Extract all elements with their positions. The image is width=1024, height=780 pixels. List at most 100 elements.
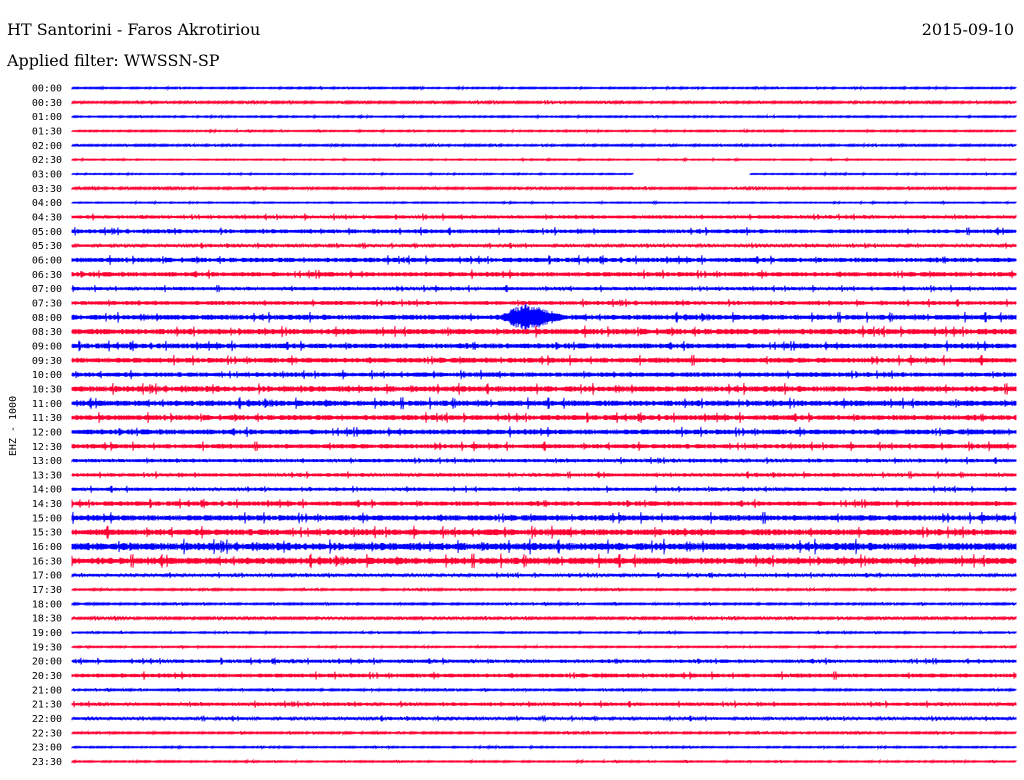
station-title: HT Santorini - Faros Akrotiriou bbox=[7, 20, 261, 39]
time-label: 05:30 bbox=[32, 241, 62, 252]
trace-line bbox=[71, 213, 1017, 221]
trace-line bbox=[71, 498, 1017, 509]
trace-line bbox=[71, 325, 1017, 338]
trace-line bbox=[71, 485, 1017, 493]
time-label: 10:00 bbox=[32, 370, 62, 381]
trace-line bbox=[71, 127, 1017, 135]
trace-line bbox=[71, 185, 1017, 192]
time-label: 00:30 bbox=[32, 98, 62, 109]
trace-line bbox=[71, 729, 1017, 737]
trace-line bbox=[71, 199, 1017, 206]
trace-line bbox=[71, 382, 1017, 396]
trace-line bbox=[71, 471, 1017, 479]
time-label: 07:30 bbox=[32, 298, 62, 309]
trace-line bbox=[71, 758, 1017, 765]
time-label: 15:30 bbox=[32, 528, 62, 539]
trace-line bbox=[71, 303, 1017, 332]
time-label: 11:30 bbox=[32, 413, 62, 424]
trace-lines bbox=[71, 84, 1017, 765]
time-label: 18:00 bbox=[32, 599, 62, 610]
time-label: 02:30 bbox=[32, 155, 62, 166]
trace-line bbox=[71, 171, 1017, 177]
time-label: 01:00 bbox=[32, 112, 62, 123]
trace-line bbox=[71, 700, 1017, 708]
time-label: 10:30 bbox=[32, 384, 62, 395]
time-label: 13:30 bbox=[32, 470, 62, 481]
trace-line bbox=[71, 586, 1017, 593]
trace-line bbox=[71, 671, 1017, 680]
trace-line bbox=[71, 629, 1017, 636]
trace-line bbox=[71, 269, 1017, 280]
time-label: 18:30 bbox=[32, 614, 62, 625]
trace-line bbox=[71, 142, 1017, 149]
trace-line bbox=[71, 99, 1017, 106]
trace-line bbox=[71, 426, 1017, 438]
trace-line bbox=[71, 113, 1017, 120]
time-label: 23:00 bbox=[32, 743, 62, 754]
trace-line bbox=[71, 525, 1017, 539]
time-label: 03:30 bbox=[32, 184, 62, 195]
trace-line bbox=[71, 657, 1017, 665]
time-label: 20:00 bbox=[32, 657, 62, 668]
trace-line bbox=[71, 298, 1017, 308]
time-label: 01:30 bbox=[32, 126, 62, 137]
time-label: 22:30 bbox=[32, 728, 62, 739]
trace-line bbox=[71, 553, 1017, 569]
time-label: 08:00 bbox=[32, 313, 62, 324]
trace-line bbox=[71, 744, 1017, 751]
trace-line bbox=[71, 456, 1017, 465]
time-label: 12:30 bbox=[32, 442, 62, 453]
time-label: 17:30 bbox=[32, 585, 62, 596]
time-label: 22:00 bbox=[32, 714, 62, 725]
trace-line bbox=[71, 156, 1017, 163]
time-label: 07:00 bbox=[32, 284, 62, 295]
trace-line bbox=[71, 284, 1017, 293]
time-label: 06:30 bbox=[32, 270, 62, 281]
time-label: 09:00 bbox=[32, 341, 62, 352]
time-label: 11:00 bbox=[32, 399, 62, 410]
time-label: 09:30 bbox=[32, 356, 62, 367]
trace-line bbox=[71, 84, 1017, 92]
time-label: 03:00 bbox=[32, 169, 62, 180]
trace-line bbox=[71, 643, 1017, 651]
trace-line bbox=[71, 227, 1017, 236]
trace-line bbox=[71, 369, 1017, 380]
time-label: 21:00 bbox=[32, 685, 62, 696]
time-label: 13:00 bbox=[32, 456, 62, 467]
time-label: 20:30 bbox=[32, 671, 62, 682]
time-label: 02:00 bbox=[32, 141, 62, 152]
trace-line bbox=[71, 397, 1017, 410]
trace-line bbox=[71, 511, 1017, 524]
time-label: 14:00 bbox=[32, 485, 62, 496]
time-label: 04:30 bbox=[32, 212, 62, 223]
trace-line bbox=[71, 686, 1017, 694]
time-label: 00:00 bbox=[32, 84, 62, 95]
time-label: 21:30 bbox=[32, 700, 62, 711]
time-label: 16:00 bbox=[32, 542, 62, 553]
trace-line bbox=[71, 441, 1017, 452]
time-label: 12:00 bbox=[32, 427, 62, 438]
trace-line bbox=[71, 354, 1017, 366]
trace-line bbox=[71, 572, 1017, 579]
time-label: 19:30 bbox=[32, 642, 62, 653]
time-label: 16:30 bbox=[32, 556, 62, 567]
time-label: 05:00 bbox=[32, 227, 62, 238]
channel-label: EHZ - 1000 bbox=[8, 396, 19, 456]
time-label: 15:00 bbox=[32, 513, 62, 524]
trace-line bbox=[71, 615, 1017, 622]
time-label: 06:00 bbox=[32, 255, 62, 266]
trace-line bbox=[71, 412, 1017, 424]
trace-line bbox=[71, 600, 1017, 608]
filter-label: Applied filter: WWSSN-SP bbox=[7, 51, 220, 70]
trace-line bbox=[71, 538, 1017, 555]
trace-line bbox=[71, 715, 1017, 722]
trace-line bbox=[71, 242, 1017, 249]
trace-line bbox=[71, 340, 1017, 352]
time-label: 04:00 bbox=[32, 198, 62, 209]
time-label: 19:00 bbox=[32, 628, 62, 639]
trace-line bbox=[71, 255, 1017, 265]
time-labels: 00:00 00:30 01:00 01:30 02:00 02:30 03:00 03:30… bbox=[32, 84, 62, 769]
time-label: 14:30 bbox=[32, 499, 62, 510]
time-label: 23:30 bbox=[32, 757, 62, 768]
